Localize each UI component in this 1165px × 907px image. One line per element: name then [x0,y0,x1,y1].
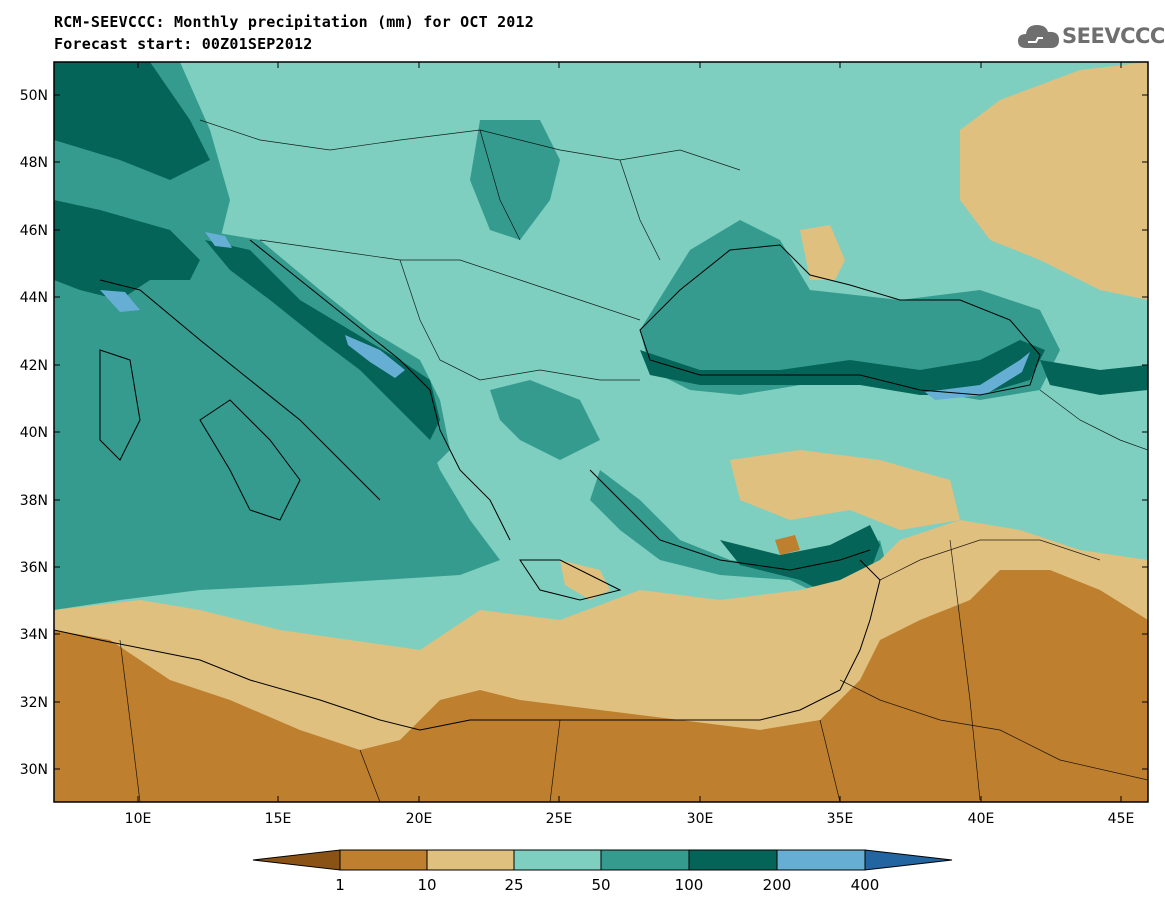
lat-label: 42N [20,358,48,374]
lon-axis: 10E 15E 20E 25E 30E 35E 40E 45E [125,62,1135,827]
lat-label: 50N [20,88,48,104]
lon-label: 35E [827,811,854,827]
colorbar-label: 25 [504,876,523,894]
lat-label: 36N [20,560,48,576]
lon-label: 20E [406,811,433,827]
forecast-start-label: Forecast start: 00Z01SEP2012 [54,35,313,53]
colorbar-seg-100-200 [688,849,778,871]
dry-zone-anatolia [730,450,960,530]
lat-label: 34N [20,627,48,643]
colorbar-seg-above-400 [864,849,953,871]
very-wet-zone-caucasus [1040,360,1148,395]
wet-zone-black-sea [640,220,1060,400]
very-dry-zone-sahara [54,570,1148,802]
lon-label: 45E [1108,811,1135,827]
colorbar-seg-10-25 [426,849,515,871]
extreme-zone-pontic [925,352,1030,400]
extreme-zone-istria [205,232,232,248]
seevccc-logo: SEEVCCC [1016,20,1165,60]
coastlines [54,239,1041,731]
lat-label: 46N [20,223,48,239]
lon-label: 40E [968,811,995,827]
colorbar-seg-200-400 [776,849,866,871]
colorbar-seg-1-10 [339,849,428,871]
extreme-zone-dalmatia [345,335,405,378]
very-wet-zone-ligurian [54,200,200,300]
colorbar-seg-below-1 [252,849,341,871]
colorbar: 1 10 25 50 100 200 400 [252,849,953,894]
lon-label: 10E [125,811,152,827]
colorbar-label: 400 [851,876,880,894]
very-dry-zone-anatolia [775,535,800,555]
wet-zone-central-med [54,62,500,610]
extreme-zone-ligurian [100,290,140,312]
lat-label: 44N [20,290,48,306]
very-wet-zone-dinaric [205,240,440,440]
lat-label: 32N [20,695,48,711]
colorbar-label: 50 [591,876,610,894]
lat-label: 38N [20,493,48,509]
colorbar-label: 1 [335,876,345,894]
lon-label: 30E [687,811,714,827]
colorbar-seg-25-50 [513,849,602,871]
dry-zone-crete [560,560,610,600]
very-wet-zone-levant [720,525,880,630]
lat-label: 48N [20,155,48,171]
cloud-icon [1018,25,1059,48]
dry-zone-ukraine [960,62,1148,300]
lat-label: 30N [20,762,48,778]
wet-zone-balkans [490,380,600,460]
country-borders [119,119,1148,802]
colorbar-label: 200 [763,876,792,894]
lat-axis: 50N 48N 46N 44N 42N 40N 38N 36N 34N 32N … [20,88,1148,778]
very-wet-zone-pontic [640,340,1045,395]
colorbar-label: 100 [675,876,704,894]
lat-label: 40N [20,425,48,441]
logo-text: SEEVCCC [1062,24,1165,48]
colorbar-seg-50-100 [600,849,690,871]
wet-zone-carpathians [470,120,560,240]
dry-zone-crimea [800,225,845,280]
map-title: RCM-SEEVCCC: Monthly precipitation (mm) … [54,13,534,31]
wet-zone-alps [54,62,210,180]
lon-label: 25E [546,811,573,827]
colorbar-label: 10 [417,876,436,894]
lon-label: 15E [265,811,292,827]
